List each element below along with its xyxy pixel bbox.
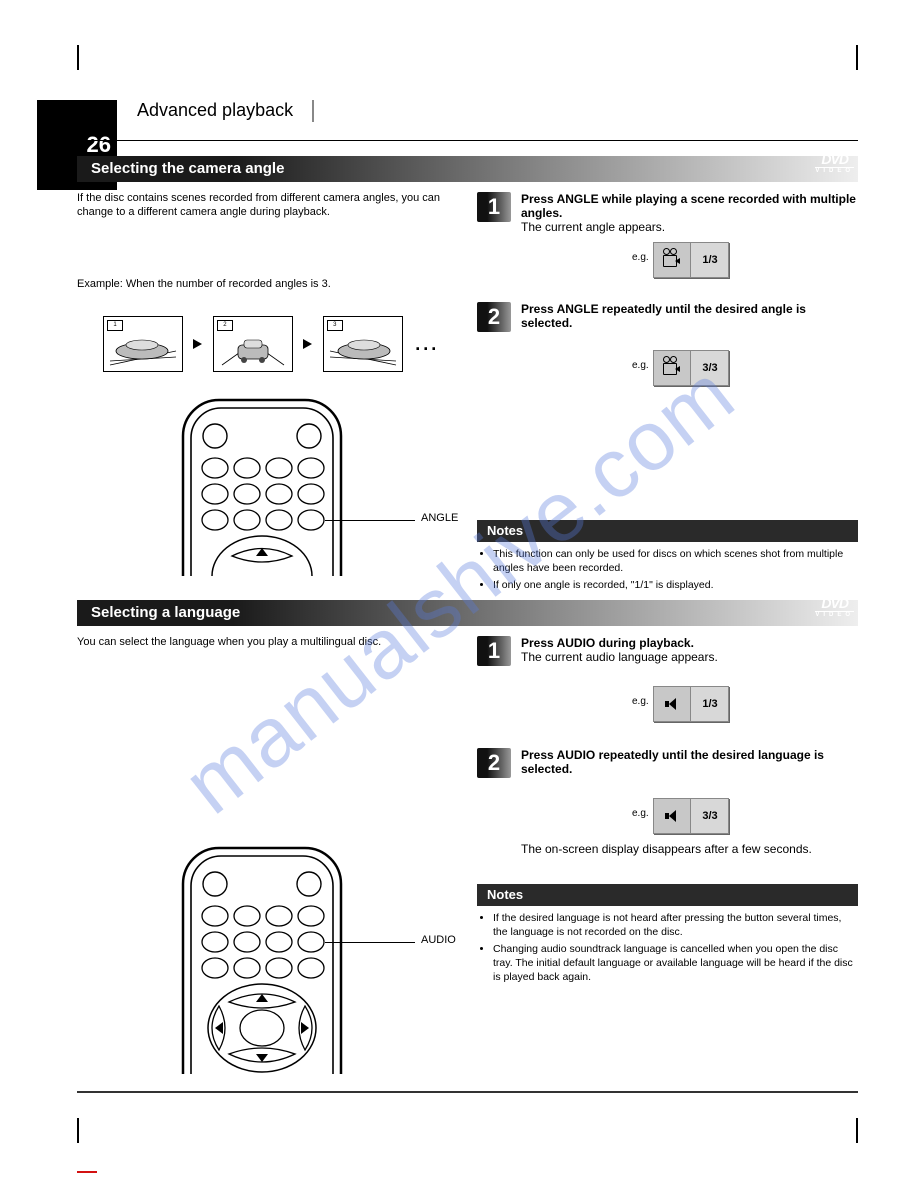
angle-frame-number: 3 (327, 320, 343, 331)
example-label: e.g. (632, 252, 649, 263)
angle-frame: 1 (103, 316, 183, 372)
crop-mark (856, 1118, 858, 1143)
edit-mark (77, 1171, 97, 1173)
note-item: This function can only be used for discs… (493, 548, 858, 575)
page-number: 26 (87, 132, 111, 158)
camera-icon (654, 351, 691, 385)
arrow-icon (193, 339, 202, 349)
ellipsis-icon: ... (415, 334, 439, 355)
horizontal-rule (77, 140, 858, 141)
step-sub: The current angle appears. (521, 220, 858, 234)
osd-angle-indicator: 3/3 (653, 350, 729, 386)
step-sub: The current audio language appears. (521, 650, 858, 664)
osd-value: 1/3 (692, 243, 728, 277)
step-instruction: Press ANGLE while playing a scene record… (521, 192, 858, 234)
step-instruction: Press AUDIO repeatedly until the desired… (521, 748, 858, 776)
speaker-icon (654, 799, 691, 833)
section-title-bar: Selecting the camera angle DVDVIDEO (77, 156, 858, 182)
step-number: 2 (477, 302, 511, 332)
remote-illustration: AUDIO (177, 844, 347, 1074)
step-sub: The on-screen display disappears after a… (521, 842, 858, 857)
osd-audio-indicator: 3/3 (653, 798, 729, 834)
section-header: Advanced playback (137, 100, 328, 122)
footer-rule (77, 1091, 858, 1093)
section1-intro: If the disc contains scenes recorded fro… (77, 192, 457, 220)
angle-frame: 2 (213, 316, 293, 372)
step-number: 1 (477, 192, 511, 222)
osd-value: 3/3 (692, 799, 728, 833)
remote-button-label: ANGLE (421, 512, 458, 524)
angle-sequence-illustration: 1 2 3 (103, 316, 439, 372)
section-title-bar: Selecting a language DVDVIDEO (77, 600, 858, 626)
notes-title: Notes (487, 887, 523, 902)
car-icon (216, 331, 290, 367)
example-label: e.g. (632, 696, 649, 707)
osd-angle-indicator: 1/3 (653, 242, 729, 278)
note-item: If only one angle is recorded, "1/1" is … (493, 579, 858, 593)
note-item: Changing audio soundtrack language is ca… (493, 943, 858, 984)
remote-illustration: ANGLE (177, 396, 347, 576)
notes-heading-bar: Notes (477, 520, 858, 542)
notes-heading-bar: Notes (477, 884, 858, 906)
step-instruction: Press ANGLE repeatedly until the desired… (521, 302, 858, 330)
callout-line (325, 942, 415, 943)
header-text: Advanced playback (137, 100, 293, 120)
step-bold: Press ANGLE repeatedly until the desired… (521, 302, 858, 330)
arrow-icon (303, 339, 312, 349)
section-title: Selecting a language (91, 604, 240, 621)
note-item: If the desired language is not heard aft… (493, 912, 858, 939)
section-title: Selecting the camera angle (91, 160, 284, 177)
notes-list: If the desired language is not heard aft… (477, 912, 858, 988)
angle-frame-number: 2 (217, 320, 233, 331)
osd-value: 3/3 (692, 351, 728, 385)
car-icon (326, 331, 400, 367)
step-instruction: Press AUDIO during playback. The current… (521, 636, 858, 664)
example-label: e.g. (632, 360, 649, 371)
angle-frame-number: 1 (107, 320, 123, 331)
osd-value: 1/3 (692, 687, 728, 721)
crop-mark (856, 45, 858, 70)
header-divider (312, 100, 314, 122)
notes-title: Notes (487, 523, 523, 538)
remote-button-label: AUDIO (421, 934, 456, 946)
callout-line (325, 520, 415, 521)
camera-icon (654, 243, 691, 277)
angle-frame: 3 (323, 316, 403, 372)
page-content: 26 Advanced playback Selecting the camer… (77, 100, 858, 1103)
example-label: e.g. (632, 808, 649, 819)
crop-mark (77, 1118, 79, 1143)
dvd-logo-icon: DVDVIDEO (815, 596, 854, 618)
step-bold: Press AUDIO repeatedly until the desired… (521, 748, 858, 776)
step-bold: Press AUDIO during playback. (521, 636, 858, 650)
step-number: 1 (477, 636, 511, 666)
osd-audio-indicator: 1/3 (653, 686, 729, 722)
dvd-logo-icon: DVDVIDEO (815, 152, 854, 174)
notes-list: This function can only be used for discs… (477, 548, 858, 597)
section2-intro: You can select the language when you pla… (77, 636, 457, 650)
crop-mark (77, 45, 79, 70)
section1-example-intro: Example: When the number of recorded ang… (77, 278, 457, 292)
speaker-icon (654, 687, 691, 721)
step-bold: Press ANGLE while playing a scene record… (521, 192, 858, 220)
step-number: 2 (477, 748, 511, 778)
car-icon (106, 331, 180, 367)
